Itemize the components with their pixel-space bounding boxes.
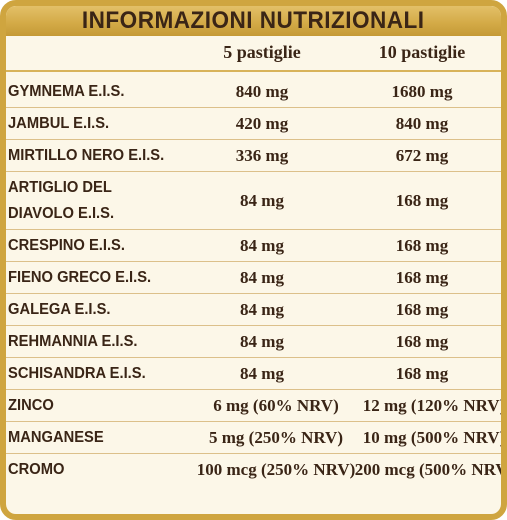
dose-10-value: 1680 mg	[391, 81, 453, 101]
dose-5-value: 84 mg	[240, 299, 284, 319]
dose-10-value: 168 mg	[395, 190, 449, 210]
dose-5-value: 84 mg	[240, 235, 284, 255]
table-row: ZINCO 6 mg (60% NRV) 12 mg (120% NRV)	[6, 390, 501, 422]
column-header: 5 pastiglie 10 pastiglie	[6, 38, 501, 68]
dose-10-value: 168 mg	[395, 299, 449, 319]
dose-5-value: 6 mg (60% NRV)	[213, 395, 339, 415]
dose-5-value: 84 mg	[240, 190, 284, 210]
dose-10-value: 672 mg	[395, 145, 449, 165]
dose-10-value: 200 mcg (500% NRV)	[354, 460, 507, 479]
dose-10-value: 840 mg	[395, 113, 449, 133]
column-header-10-tablets: 10 pastiglie	[378, 42, 466, 62]
dose-5-value: 84 mg	[240, 363, 284, 383]
ingredient-name: CRESPINO E.I.S.	[8, 236, 125, 254]
ingredient-name: REHMANNIA E.I.S.	[8, 332, 138, 350]
ingredient-name: MIRTILLO NERO E.I.S.	[8, 146, 165, 164]
ingredient-name: MANGANESE	[8, 428, 104, 446]
table-row: MANGANESE 5 mg (250% NRV) 10 mg (500% NR…	[6, 422, 501, 454]
ingredient-name: CROMO	[8, 461, 65, 478]
table-row: SCHISANDRA E.I.S. 84 mg 168 mg	[6, 358, 501, 390]
table-row: GYMNEMA E.I.S. 840 mg 1680 mg	[6, 76, 501, 108]
dose-5-value: 84 mg	[240, 331, 284, 351]
dose-5-value: 84 mg	[240, 267, 284, 287]
ingredient-name: ZINCO	[8, 396, 54, 414]
ingredient-name: JAMBUL E.I.S.	[8, 114, 110, 132]
table-row: GALEGA E.I.S. 84 mg 168 mg	[6, 294, 501, 326]
ingredient-name: GALEGA E.I.S.	[8, 300, 111, 318]
header-divider	[6, 70, 501, 72]
dose-10-value: 12 mg (120% NRV)	[362, 395, 506, 415]
ingredient-name: SCHISANDRA E.I.S.	[8, 364, 146, 382]
dose-5-value: 336 mg	[235, 145, 289, 165]
ingredient-name: ARTIGLIO DEL DIAVOLO E.I.S.	[8, 178, 115, 222]
column-header-5-tablets: 5 pastiglie	[223, 42, 301, 62]
title-bar: INFORMAZIONI NUTRIZIONALI	[6, 6, 501, 36]
dose-10-value: 168 mg	[395, 267, 449, 287]
ingredient-name: FIENO GRECO E.I.S.	[8, 268, 152, 286]
panel-title: INFORMAZIONI NUTRIZIONALI	[82, 7, 425, 34]
dose-5-value: 840 mg	[235, 81, 289, 101]
dose-10-value: 168 mg	[395, 331, 449, 351]
dose-10-value: 168 mg	[395, 363, 449, 383]
table-row: FIENO GRECO E.I.S. 84 mg 168 mg	[6, 262, 501, 294]
table-row: MIRTILLO NERO E.I.S. 336 mg 672 mg	[6, 140, 501, 172]
dose-5-value: 420 mg	[235, 113, 289, 133]
dose-5-value: 5 mg (250% NRV)	[209, 427, 343, 447]
dose-10-value: 168 mg	[395, 235, 449, 255]
table-row: CROMO 100 mcg (250% NRV) 200 mcg (500% N…	[6, 454, 501, 486]
ingredient-name: GYMNEMA E.I.S.	[8, 82, 125, 100]
dose-10-value: 10 mg (500% NRV)	[362, 427, 506, 447]
table-row: REHMANNIA E.I.S. 84 mg 168 mg	[6, 326, 501, 358]
dose-5-value: 100 mcg (250% NRV)	[196, 460, 356, 479]
table-row: ARTIGLIO DEL DIAVOLO E.I.S. 84 mg 168 mg	[6, 172, 501, 230]
nutrition-table: GYMNEMA E.I.S. 840 mg 1680 mg JAMBUL E.I…	[6, 76, 501, 486]
table-row: JAMBUL E.I.S. 420 mg 840 mg	[6, 108, 501, 140]
table-row: CRESPINO E.I.S. 84 mg 168 mg	[6, 230, 501, 262]
